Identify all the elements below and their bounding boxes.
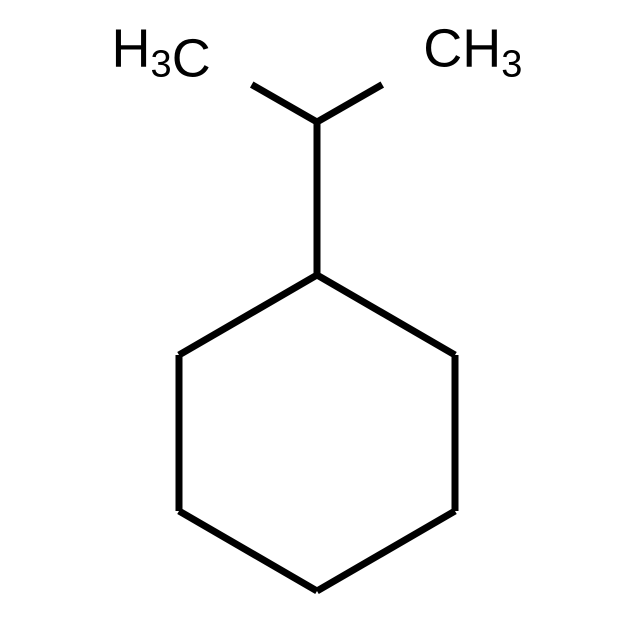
bond [179, 275, 317, 355]
molecule-diagram: H3C CH3 [0, 0, 634, 640]
bond [317, 85, 382, 122]
bond [252, 85, 317, 122]
bond [317, 511, 455, 591]
atom-label: CH3 [423, 19, 522, 86]
bond [317, 275, 455, 355]
bond [179, 511, 317, 591]
atom-label: H3C [112, 19, 211, 89]
